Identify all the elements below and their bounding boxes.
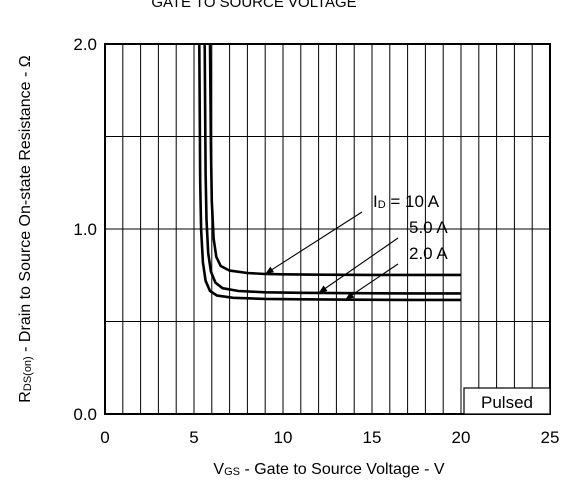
y-axis-title-main: R (17, 391, 34, 403)
annotation-label: 2.0 A (409, 244, 448, 263)
chart-title: GATE TO SOURCE VOLTAGE (151, 0, 356, 11)
y-axis-title: RDS(on) - Drain to Source On-state Resis… (17, 55, 34, 402)
chart-title-group: GATE TO SOURCE VOLTAGE (151, 0, 356, 11)
annotation-arrowhead (265, 266, 274, 274)
annotation-label: 5.0 A (409, 218, 448, 237)
series-line-1 (208, 43, 461, 277)
x-tick-label: 15 (363, 428, 382, 447)
x-tick-label: 20 (452, 428, 471, 447)
x-axis-title-rest: - Gate to Source Voltage - V (240, 461, 445, 478)
y-axis-title-sub: DS(on) (22, 356, 34, 391)
plot-frame (104, 43, 551, 415)
x-tick-label: 5 (189, 428, 198, 447)
annotation-arrowhead (345, 292, 355, 300)
y-tick-labels: 0.0 1.0 2.0 (73, 35, 97, 424)
x-axis-title-main: V (213, 461, 224, 478)
svg-text:RDS(on) - Drain to Source On-s: RDS(on) - Drain to Source On-state Resis… (17, 55, 34, 402)
x-tick-label: 10 (274, 428, 293, 447)
x-tick-label: 25 (541, 428, 560, 447)
annotation-leader (344, 263, 399, 300)
y-axis-title-rest: - Drain to Source On-state Resistance - … (17, 55, 34, 356)
y-tick-label: 1.0 (73, 220, 97, 239)
annotations: ID = 10 A 5.0 A 2.0 A (264, 192, 448, 300)
pulsed-note-text: Pulsed (481, 393, 533, 412)
annotation-label: ID = 10 A (373, 192, 440, 211)
pulsed-note-box: Pulsed (463, 387, 551, 415)
annotation-arrowhead (318, 285, 328, 294)
annotation-1: ID = 10 A (264, 192, 440, 275)
y-tick-label: 2.0 (73, 35, 97, 54)
y-tick-label: 0.0 (73, 405, 97, 424)
series-line-3 (198, 43, 461, 302)
x-tick-labels: 0 5 10 15 20 25 (100, 428, 559, 447)
annotation-3: 2.0 A (344, 244, 448, 300)
annotation-leader (264, 211, 363, 275)
pulsed-note-frame (463, 387, 551, 415)
x-tick-label: 0 (100, 428, 109, 447)
svg-text:VGS - Gate to Source Voltage -: VGS - Gate to Source Voltage - V (213, 461, 444, 478)
x-axis-title-sub: GS (224, 466, 240, 478)
annotation-leader (318, 237, 399, 294)
annotation-2: 5.0 A (318, 218, 448, 294)
x-axis-title: VGS - Gate to Source Voltage - V (213, 461, 444, 478)
grid (105, 44, 550, 414)
